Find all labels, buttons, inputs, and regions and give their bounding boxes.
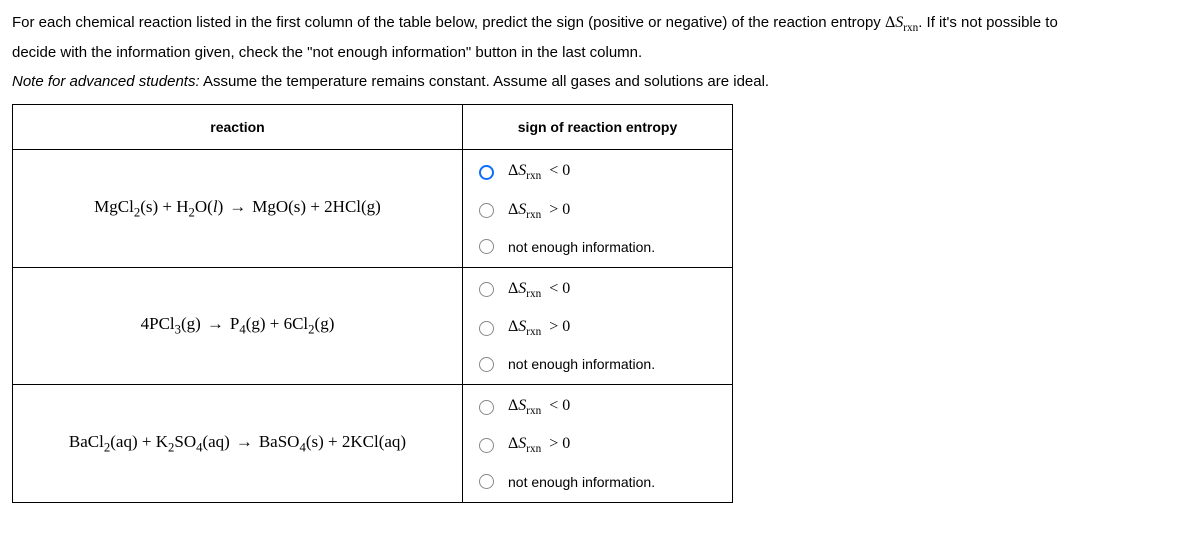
intro-line1b: . If it's not possible to (918, 14, 1058, 31)
options-group: ΔSrxn<0 ΔSrxn>0 not enough information. (463, 268, 732, 384)
option-lt[interactable]: ΔSrxn<0 (479, 162, 714, 182)
reaction-cell: BaCl2(aq) + K2SO4(aq)→BaSO4(s) + 2KCl(aq… (13, 385, 463, 502)
option-gt-label: ΔSrxn>0 (508, 318, 570, 338)
option-gt[interactable]: ΔSrxn>0 (479, 201, 714, 221)
radio-gt[interactable] (479, 321, 494, 336)
radio-nei[interactable] (479, 357, 494, 372)
radio-gt[interactable] (479, 438, 494, 453)
radio-nei[interactable] (479, 474, 494, 489)
reaction-cell: 4PCl3(g)→P4(g) + 6Cl2(g) (13, 267, 463, 384)
options-cell: ΔSrxn<0 ΔSrxn>0 not enough information. (463, 150, 733, 267)
option-lt-label: ΔSrxn<0 (508, 280, 570, 300)
option-lt-label: ΔSrxn<0 (508, 397, 570, 417)
options-group: ΔSrxn<0 ΔSrxn>0 not enough information. (463, 385, 732, 501)
option-lt[interactable]: ΔSrxn<0 (479, 397, 714, 417)
radio-lt[interactable] (479, 400, 494, 415)
reaction-cell: MgCl2(s) + H2O(l)→MgO(s) + 2HCl(g) (13, 150, 463, 267)
note-prefix: Note for advanced students: (12, 73, 200, 90)
header-reaction: reaction (13, 105, 463, 150)
option-nei-label: not enough information. (508, 239, 655, 255)
option-nei[interactable]: not enough information. (479, 356, 714, 372)
option-lt[interactable]: ΔSrxn<0 (479, 280, 714, 300)
option-lt-label: ΔSrxn<0 (508, 162, 570, 182)
radio-gt[interactable] (479, 203, 494, 218)
option-nei-label: not enough information. (508, 474, 655, 490)
radio-lt[interactable] (479, 165, 494, 180)
header-sign: sign of reaction entropy (463, 105, 733, 150)
radio-lt[interactable] (479, 282, 494, 297)
delta-s-rxn-symbol: ΔSrxn (885, 14, 918, 31)
option-gt-label: ΔSrxn>0 (508, 201, 570, 221)
option-gt[interactable]: ΔSrxn>0 (479, 435, 714, 455)
option-gt-label: ΔSrxn>0 (508, 435, 570, 455)
options-cell: ΔSrxn<0 ΔSrxn>0 not enough information. (463, 267, 733, 384)
instructions: For each chemical reaction listed in the… (12, 8, 1188, 96)
option-nei-label: not enough information. (508, 356, 655, 372)
reaction-table: reaction sign of reaction entropy MgCl2(… (12, 104, 733, 502)
option-nei[interactable]: not enough information. (479, 239, 714, 255)
options-cell: ΔSrxn<0 ΔSrxn>0 not enough information. (463, 385, 733, 502)
options-group: ΔSrxn<0 ΔSrxn>0 not enough information. (463, 150, 732, 266)
note-rest: Assume the temperature remains constant.… (200, 73, 769, 90)
intro-line1a: For each chemical reaction listed in the… (12, 14, 885, 31)
option-gt[interactable]: ΔSrxn>0 (479, 318, 714, 338)
intro-line2: decide with the information given, check… (12, 44, 642, 61)
option-nei[interactable]: not enough information. (479, 474, 714, 490)
radio-nei[interactable] (479, 239, 494, 254)
table-row: MgCl2(s) + H2O(l)→MgO(s) + 2HCl(g)ΔSrxn<… (13, 150, 733, 267)
table-row: 4PCl3(g)→P4(g) + 6Cl2(g) ΔSrxn<0 ΔSrxn>0 no… (13, 267, 733, 384)
table-row: BaCl2(aq) + K2SO4(aq)→BaSO4(s) + 2KCl(aq… (13, 385, 733, 502)
